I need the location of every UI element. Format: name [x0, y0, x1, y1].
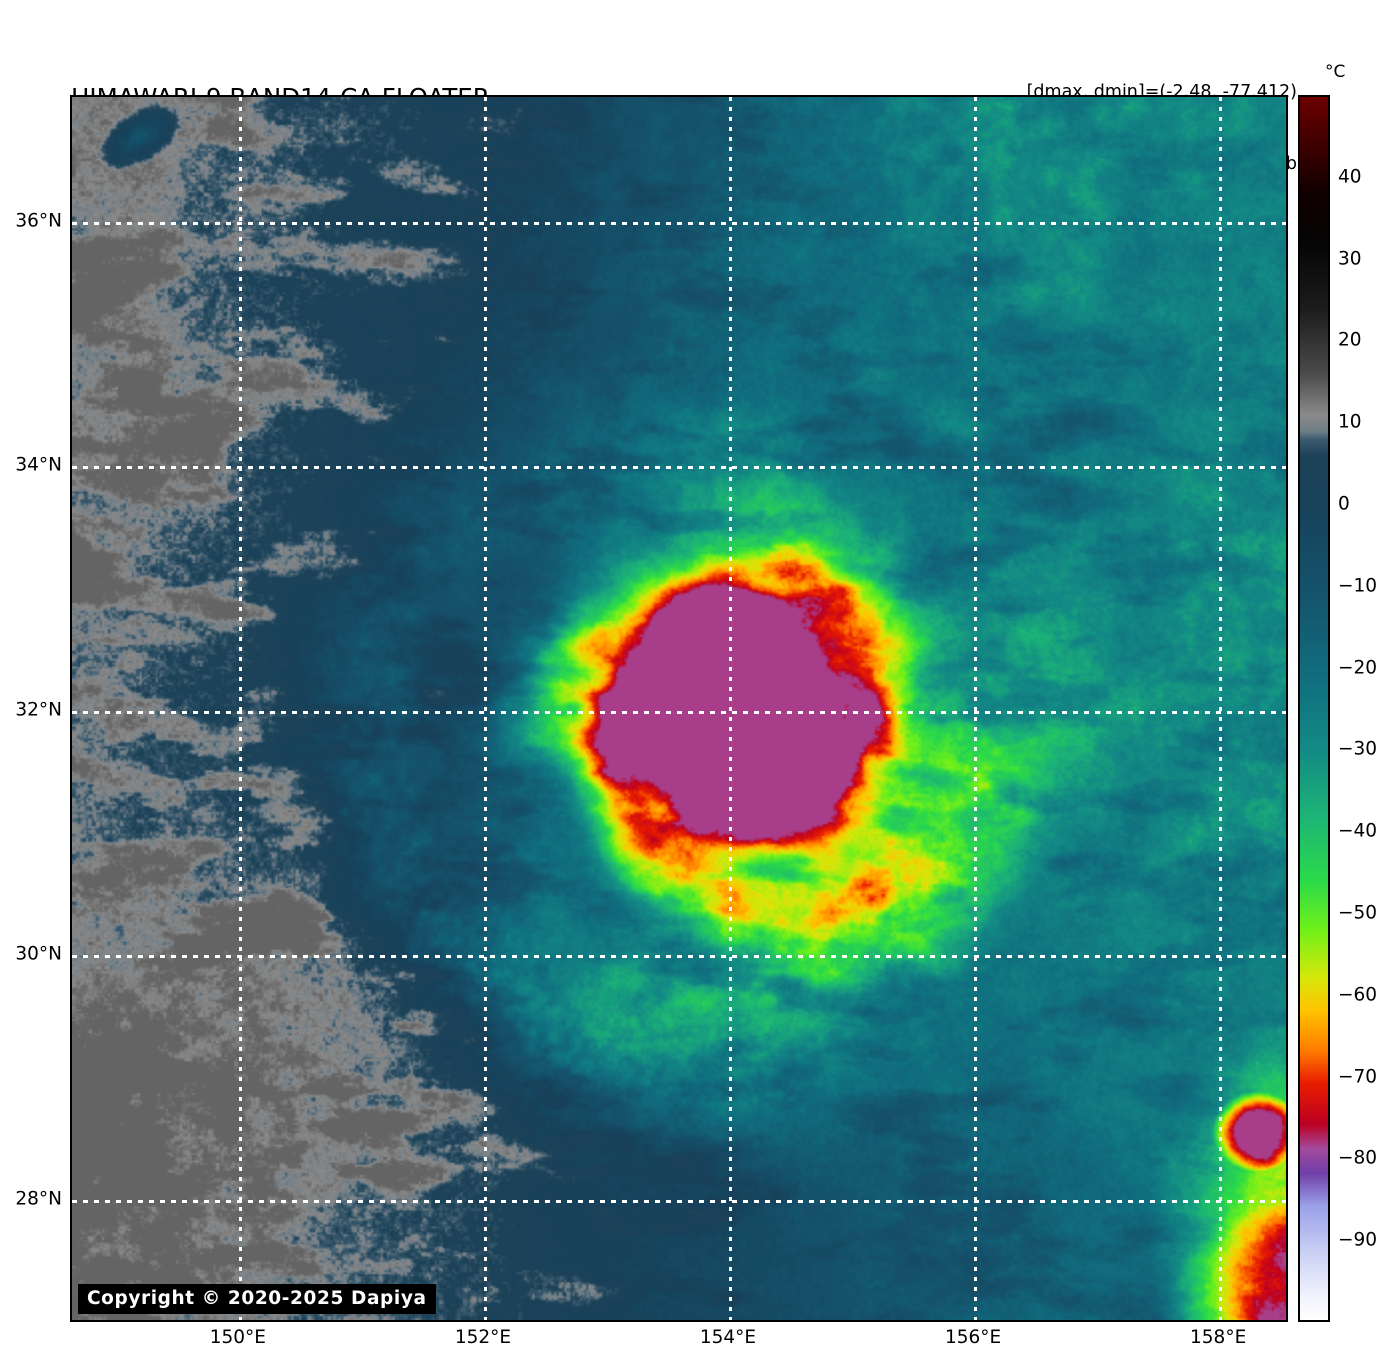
ytick-label-34: 34°N [15, 454, 62, 476]
colorbar-tick-0: 0 [1338, 493, 1350, 515]
xtick-label-152: 152°E [454, 1327, 512, 1348]
colorbar-tick-40: 40 [1338, 166, 1362, 188]
temperature-colorbar[interactable] [1298, 95, 1330, 1322]
xtick-label-158: 158°E [1190, 1327, 1247, 1348]
colorbar-tick--90: −90 [1338, 1229, 1378, 1251]
ytick-label-30: 30°N [15, 943, 62, 965]
colorbar-tick--30: −30 [1338, 738, 1378, 760]
ytick-label-28: 28°N [15, 1188, 62, 1210]
colorbar-unit-label: °C [1325, 62, 1346, 82]
infrared-imagery-canvas [72, 97, 1286, 1320]
colorbar-tick-10: 10 [1338, 411, 1362, 433]
satellite-image-plot[interactable]: Copyright © 2020-2025 Dapiya [70, 95, 1288, 1322]
colorbar-tick--70: −70 [1338, 1066, 1378, 1088]
colorbar-tick--50: −50 [1338, 902, 1378, 924]
colorbar-tick--20: −20 [1338, 657, 1378, 679]
colorbar-tick--60: −60 [1338, 984, 1378, 1006]
colorbar-tick-30: 30 [1338, 248, 1362, 270]
xtick-label-156: 156°E [944, 1327, 1002, 1348]
colorbar-tick--80: −80 [1338, 1147, 1378, 1169]
copyright-watermark: Copyright © 2020-2025 Dapiya [78, 1284, 436, 1314]
colorbar-gradient [1300, 97, 1328, 1320]
ytick-label-36: 36°N [15, 210, 62, 232]
colorbar-tick-20: 20 [1338, 329, 1362, 351]
xtick-label-150: 150°E [209, 1327, 266, 1348]
colorbar-tick--40: −40 [1338, 820, 1378, 842]
xtick-label-154: 154°E [699, 1327, 757, 1348]
ytick-label-32: 32°N [15, 699, 62, 721]
colorbar-tick--10: −10 [1338, 575, 1378, 597]
